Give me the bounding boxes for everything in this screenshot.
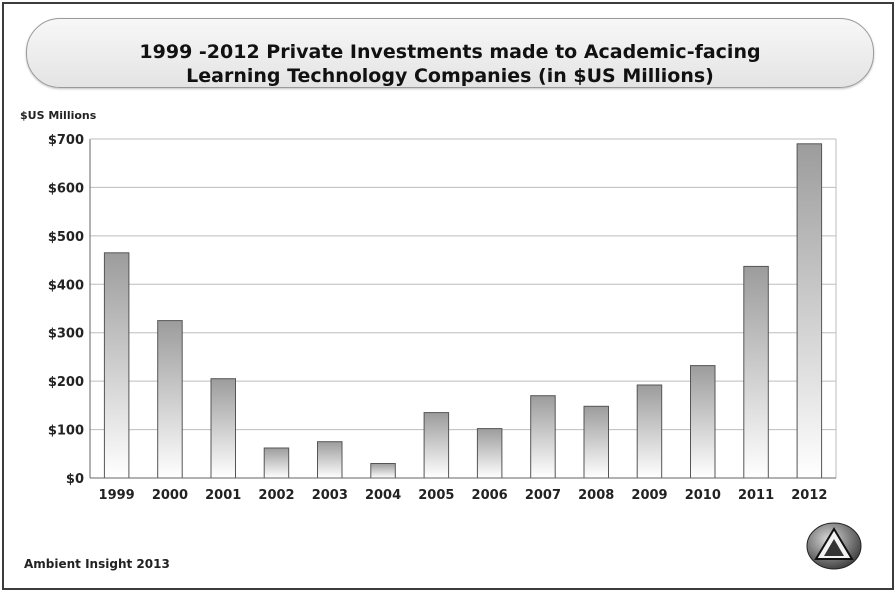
gridlines: [90, 138, 836, 431]
x-tick-label: 1999: [99, 488, 135, 503]
bar-2009: [636, 384, 663, 479]
x-tick-label: 2011: [738, 488, 774, 503]
axes: [89, 138, 837, 479]
x-tick-label: 2003: [312, 488, 348, 503]
bar-2000: [157, 320, 183, 479]
bar-2004: [370, 463, 396, 479]
x-tick-label: 2001: [205, 488, 241, 503]
bar-2001: [210, 378, 236, 479]
y-tick-label: $300: [48, 327, 84, 342]
bar-2003: [317, 441, 343, 479]
bar-2002: [263, 447, 290, 479]
y-tick-label: $200: [48, 375, 84, 390]
chart-title-line-2: Learning Technology Companies (in $US Mi…: [186, 65, 714, 87]
x-tick-label: 2007: [525, 488, 561, 503]
triangle-a-logo-icon: [804, 521, 864, 575]
x-tick-label: 2012: [791, 488, 827, 503]
x-tick-label: 2002: [258, 488, 294, 503]
y-axis-label: $US Millions: [20, 109, 97, 122]
y-tick-label: $600: [48, 181, 84, 196]
bars: [103, 143, 823, 479]
chart-title-line-1: 1999 -2012 Private Investments made to A…: [139, 41, 761, 63]
y-tick-label: $400: [48, 278, 84, 293]
bar-2006: [476, 428, 503, 479]
y-tick-label: $100: [48, 424, 84, 439]
bar-1999: [103, 252, 130, 479]
source-credit: Ambient Insight 2013: [24, 557, 170, 571]
bar-2008: [583, 405, 609, 479]
x-tick-label: 2005: [418, 488, 454, 503]
y-tick-label: $0: [66, 472, 84, 487]
y-tick-label: $700: [48, 133, 84, 148]
x-tick-label: 2006: [472, 488, 508, 503]
x-tick-label: 2010: [685, 488, 721, 503]
x-tick-label: 2004: [365, 488, 401, 503]
bar-2011: [743, 265, 769, 479]
title-banner: 1999 -2012 Private Investments made to A…: [26, 18, 874, 88]
tick-labels: $0 $100 $200 $300 $400 $500 $600 $700 1999 2000 20…: [48, 133, 828, 503]
x-tick-label: 2008: [578, 488, 614, 503]
x-tick-label: 2009: [631, 488, 667, 503]
x-tick-label: 2000: [152, 488, 188, 503]
bar-2007: [530, 395, 556, 479]
bar-2012: [796, 143, 823, 479]
bar-2010: [690, 365, 716, 479]
bar-2005: [423, 412, 450, 479]
y-tick-label: $500: [48, 230, 84, 245]
